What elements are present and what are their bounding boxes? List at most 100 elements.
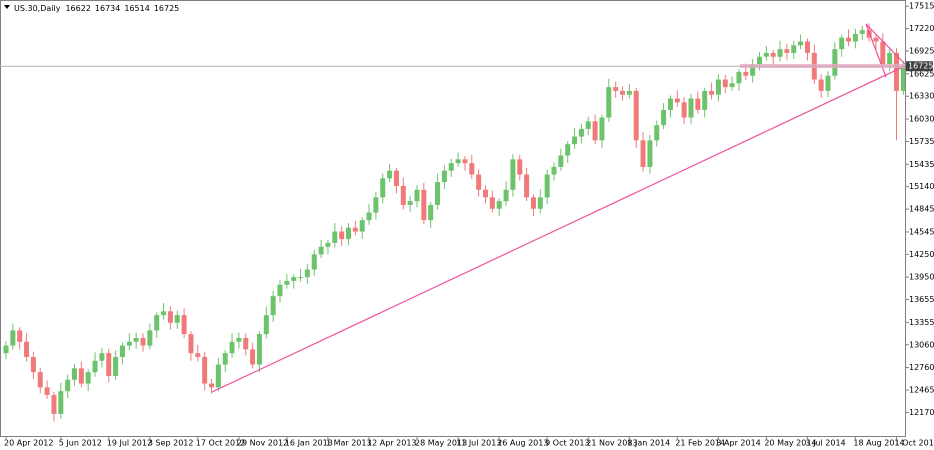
candle-body bbox=[654, 125, 660, 141]
header-low: 16514 bbox=[124, 4, 149, 13]
candle-body bbox=[633, 90, 639, 141]
candle-body bbox=[661, 109, 667, 126]
x-tick-label: 26 Aug 2013 bbox=[497, 439, 548, 448]
candle-body bbox=[256, 334, 262, 365]
candle-body bbox=[65, 379, 71, 392]
candle-body bbox=[839, 37, 845, 50]
candle-body bbox=[140, 337, 146, 346]
candle-body bbox=[681, 102, 687, 118]
plot-frame bbox=[0, 0, 906, 437]
candle-body bbox=[215, 364, 221, 388]
candle-body bbox=[537, 197, 543, 209]
candle-body bbox=[229, 341, 235, 354]
candle-body bbox=[695, 98, 701, 110]
candle-body bbox=[592, 121, 598, 141]
x-tick-label: 3 Sep 2012 bbox=[148, 439, 194, 448]
candle-body bbox=[709, 90, 715, 95]
candle-body bbox=[825, 75, 831, 91]
candle-body bbox=[743, 71, 749, 76]
candle-body bbox=[154, 315, 160, 331]
menu-arrow[interactable] bbox=[4, 5, 10, 9]
x-tick-label: 21 Nov 2013 bbox=[586, 439, 637, 448]
candle-body bbox=[551, 166, 557, 175]
y-tick-label: 16925 bbox=[909, 47, 934, 56]
candle-body bbox=[722, 79, 728, 88]
candle-body bbox=[339, 231, 345, 240]
candle-body bbox=[209, 383, 214, 388]
x-tick-label: 19 Jul 2012 bbox=[107, 439, 152, 448]
candle-body bbox=[72, 368, 77, 380]
candle-body bbox=[887, 52, 893, 65]
candle-body bbox=[37, 372, 43, 388]
candle-body bbox=[873, 37, 879, 42]
candle-body bbox=[17, 330, 23, 342]
y-tick-label: 14845 bbox=[909, 205, 934, 214]
x-tick-label: 1 Mar 2013 bbox=[326, 439, 372, 448]
header-open: 16622 bbox=[65, 4, 90, 13]
candle-body bbox=[318, 246, 324, 255]
candle-body bbox=[414, 189, 420, 202]
symbol: US.30,Daily bbox=[14, 4, 61, 13]
candle-body bbox=[791, 45, 797, 53]
candle-body bbox=[866, 30, 872, 38]
y-tick-label: 12170 bbox=[909, 408, 934, 417]
candle-body bbox=[674, 98, 680, 103]
x-tick-label: 20 Apr 2012 bbox=[4, 439, 53, 448]
candle-body bbox=[517, 159, 523, 175]
candle-body bbox=[270, 296, 276, 316]
candle-body bbox=[818, 79, 824, 91]
candle-body bbox=[476, 174, 482, 190]
candle-body bbox=[558, 155, 564, 167]
candle-body bbox=[462, 159, 468, 164]
y-tick-label: 13355 bbox=[909, 318, 934, 327]
candle-body bbox=[524, 174, 530, 198]
candle-body bbox=[832, 49, 838, 76]
x-tick-label: 20 May 2014 bbox=[764, 439, 816, 448]
current-price-label: 16725 bbox=[908, 62, 933, 71]
x-tick-label: 28 May 2013 bbox=[415, 439, 467, 448]
y-tick-label: 16625 bbox=[909, 69, 934, 78]
candle-body bbox=[30, 356, 36, 373]
current-price-box bbox=[906, 61, 933, 72]
candle-body bbox=[702, 90, 708, 110]
candle-body bbox=[804, 41, 810, 53]
candle-body bbox=[777, 49, 783, 57]
candle-body bbox=[599, 117, 605, 141]
candle-body bbox=[332, 231, 338, 243]
candle-body bbox=[92, 360, 98, 373]
candle-body bbox=[181, 315, 187, 335]
y-tick-label: 16030 bbox=[909, 115, 934, 124]
candle-body bbox=[530, 197, 536, 209]
candle-body bbox=[647, 140, 653, 167]
candle-body bbox=[352, 227, 358, 232]
trend-line bbox=[865, 23, 887, 78]
candle-body bbox=[195, 353, 201, 357]
candle-body bbox=[133, 337, 139, 342]
y-tick-label: 13655 bbox=[909, 295, 934, 304]
header: US.30,Daily 16622 16734 16514 16725 bbox=[14, 4, 179, 13]
candle-body bbox=[291, 277, 297, 281]
y-tick-label: 15435 bbox=[909, 160, 934, 169]
candle-body bbox=[359, 220, 365, 232]
candle-body bbox=[565, 144, 571, 156]
candle-body bbox=[688, 98, 694, 118]
candle-body bbox=[503, 189, 509, 202]
candle-body bbox=[250, 349, 256, 365]
candle-body bbox=[188, 334, 194, 354]
candle-body bbox=[455, 159, 461, 164]
candle-body bbox=[78, 368, 84, 384]
x-tick-label: 18 Aug 2014 bbox=[853, 439, 904, 448]
candle-body bbox=[24, 341, 30, 357]
x-tick-label: 29 Nov 2012 bbox=[237, 439, 288, 448]
candle-body bbox=[496, 201, 502, 209]
candle-body bbox=[620, 90, 625, 95]
candle-body bbox=[469, 163, 475, 175]
candle-body bbox=[243, 337, 249, 350]
candle-body bbox=[626, 90, 632, 95]
candle-body bbox=[770, 52, 776, 57]
candle-body bbox=[161, 311, 167, 316]
candle-body bbox=[736, 71, 742, 84]
candle-body bbox=[99, 353, 105, 361]
candle-body bbox=[900, 66, 906, 91]
